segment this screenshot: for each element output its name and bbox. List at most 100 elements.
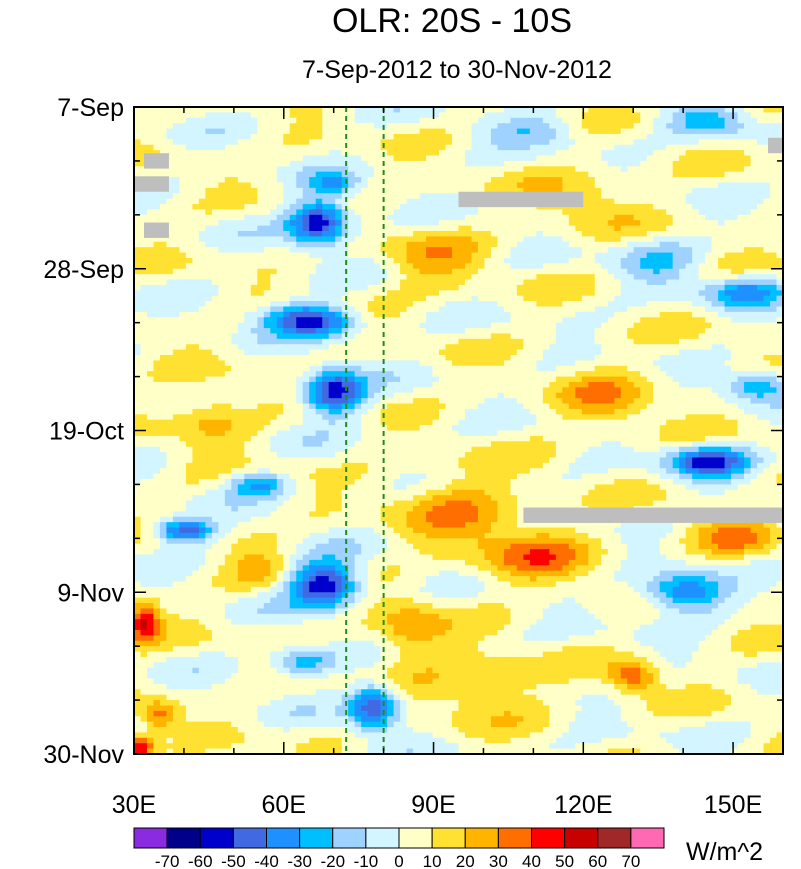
field-cell — [224, 322, 232, 329]
field-cell — [445, 349, 453, 356]
field-cell — [179, 328, 187, 335]
field-cell — [731, 257, 739, 264]
field-cell — [737, 338, 745, 345]
field-cell — [205, 123, 213, 130]
field-cell — [627, 209, 635, 216]
field-cell — [679, 177, 687, 184]
field-cell — [445, 371, 453, 378]
field-cell — [575, 139, 583, 146]
field-cell — [361, 355, 369, 362]
field-cell — [179, 182, 187, 189]
field-cell — [620, 311, 628, 318]
field-cell — [464, 338, 473, 345]
field-cell — [367, 268, 375, 275]
field-cell — [672, 171, 680, 178]
field-cell — [224, 241, 232, 248]
field-cell — [750, 150, 758, 157]
field-cell — [426, 333, 434, 340]
field-cell — [205, 360, 213, 367]
field-cell — [302, 177, 310, 184]
field-cell — [555, 257, 563, 264]
field-cell — [134, 107, 142, 113]
field-cell — [627, 371, 635, 378]
field-cell — [750, 301, 758, 308]
field-cell — [594, 322, 602, 329]
field-cell — [387, 301, 395, 308]
field-cell — [185, 171, 194, 178]
field-cell — [205, 182, 213, 189]
field-cell — [218, 338, 226, 345]
field-cell — [477, 365, 486, 372]
field-cell — [432, 247, 440, 254]
field-cell — [692, 231, 700, 237]
field-cell — [257, 306, 265, 313]
field-cell — [562, 295, 570, 302]
field-cell — [380, 220, 388, 227]
field-cell — [250, 204, 258, 211]
field-cell — [692, 160, 700, 167]
field-cell — [276, 268, 284, 275]
field-cell — [549, 274, 557, 281]
field-cell — [575, 306, 583, 313]
field-cell — [731, 295, 739, 302]
field-cell — [659, 144, 667, 151]
field-cell — [523, 322, 531, 329]
field-cell — [633, 247, 641, 254]
field-cell — [179, 139, 187, 146]
field-cell — [393, 301, 401, 308]
field-cell — [244, 317, 252, 324]
field-cell — [653, 349, 661, 356]
field-cell — [328, 247, 336, 254]
field-cell — [640, 290, 648, 297]
field-cell — [542, 220, 550, 227]
field-cell — [594, 295, 602, 302]
field-cell — [555, 263, 563, 270]
field-cell — [237, 274, 245, 281]
field-cell — [289, 214, 297, 221]
field-cell — [302, 166, 310, 173]
field-cell — [529, 231, 537, 237]
field-cell — [770, 268, 778, 275]
field-cell — [575, 182, 583, 189]
field-cell — [503, 182, 512, 189]
field-cell — [516, 241, 524, 248]
field-cell — [555, 107, 563, 113]
field-cell — [296, 204, 304, 211]
field-cell — [653, 344, 661, 351]
field-cell — [724, 241, 732, 248]
field-cell — [503, 117, 512, 124]
field-cell — [406, 263, 414, 270]
field-cell — [413, 231, 421, 237]
field-cell — [322, 355, 330, 362]
field-cell — [464, 133, 473, 140]
field-cell — [315, 355, 323, 362]
field-cell — [387, 371, 395, 378]
field-cell — [620, 177, 628, 184]
field-cell — [770, 247, 778, 254]
field-cell — [348, 225, 356, 232]
field-cell — [770, 274, 778, 281]
field-cell — [432, 112, 440, 119]
field-cell — [387, 344, 395, 351]
field-cell — [581, 306, 589, 313]
field-cell — [757, 204, 765, 211]
field-cell — [698, 371, 706, 378]
field-cell — [471, 231, 479, 237]
field-cell — [601, 355, 609, 362]
field-cell — [270, 365, 278, 372]
field-cell — [516, 187, 524, 194]
field-cell — [575, 301, 583, 308]
field-cell — [250, 295, 258, 302]
field-cell — [705, 231, 713, 237]
field-cell — [250, 301, 258, 308]
field-cell — [211, 371, 219, 378]
field-cell — [731, 171, 739, 178]
field-cell — [737, 107, 745, 113]
field-cell — [250, 209, 258, 216]
field-cell — [731, 225, 739, 232]
field-cell — [380, 263, 388, 270]
field-cell — [529, 187, 537, 194]
field-cell — [452, 155, 460, 162]
field-cell — [581, 274, 589, 281]
field-cell — [497, 263, 505, 270]
